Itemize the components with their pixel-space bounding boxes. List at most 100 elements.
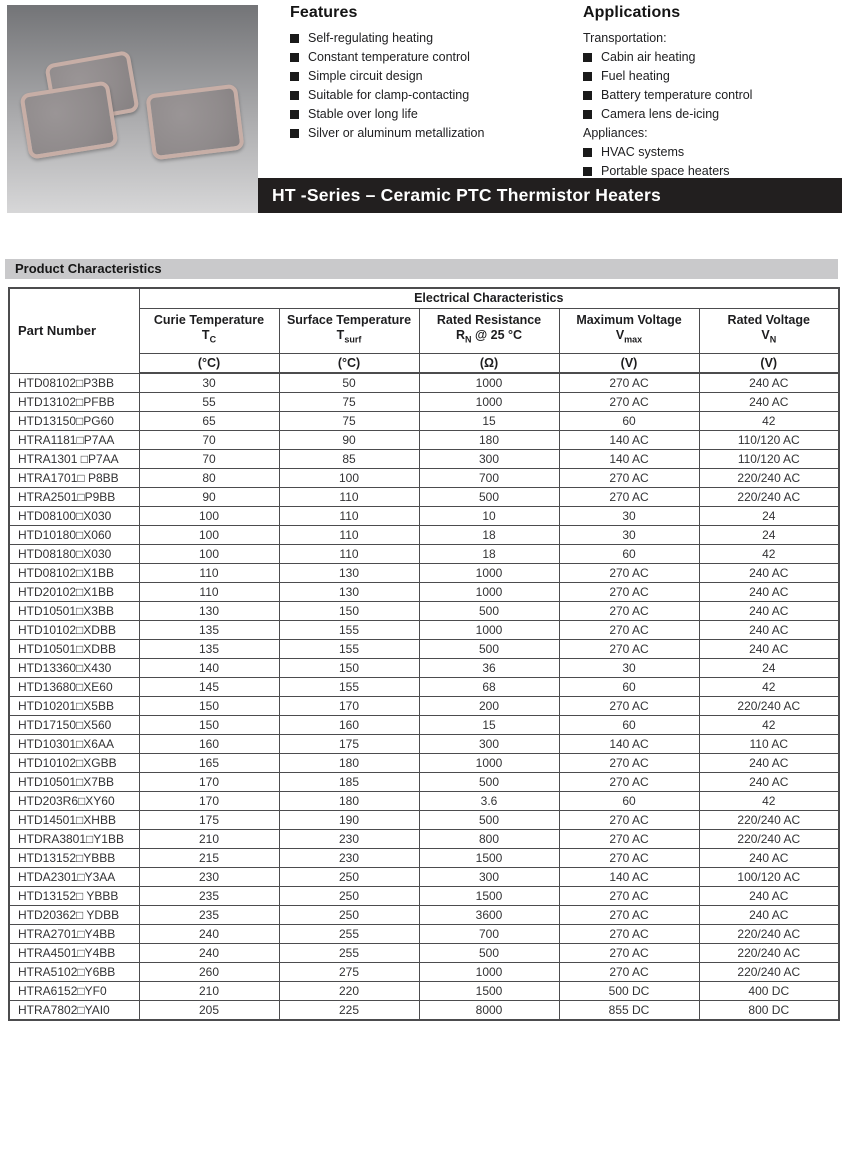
value-cell: 1000 — [418, 753, 560, 773]
part-number-cell: HTD10301□X6AA — [8, 734, 140, 754]
value-cell: 180 — [278, 753, 420, 773]
table-row: HTD13152□ YBBB 235 250 1500 270 AC 240 AC — [8, 886, 840, 906]
value-cell: 270 AC — [558, 487, 700, 507]
list-item-label: Battery temperature control — [601, 88, 753, 102]
value-cell: 270 AC — [558, 620, 700, 640]
list-item: HVAC systems — [583, 143, 839, 162]
value-cell: 1500 — [418, 886, 560, 906]
table-row: HTRA4501□Y4BB 240 255 500 270 AC 220/240 AC — [8, 943, 840, 963]
bullet-square-icon — [290, 110, 299, 119]
value-cell: 110 — [278, 525, 420, 545]
value-cell: 215 — [138, 848, 280, 868]
value-cell: 270 AC — [558, 829, 700, 849]
part-number-cell: HTD10102□XGBB — [8, 753, 140, 773]
bullet-square-icon — [583, 110, 592, 119]
list-item-label: Simple circuit design — [308, 69, 423, 83]
column-title: Maximum Voltage — [576, 313, 682, 328]
bullet-square-icon — [583, 53, 592, 62]
value-cell: 65 — [138, 411, 280, 431]
value-cell: 500 — [418, 639, 560, 659]
value-cell: 500 — [418, 601, 560, 621]
value-cell: 1000 — [418, 372, 560, 393]
value-cell: 190 — [278, 810, 420, 830]
table-row: HTD17150□X560 150 160 15 60 42 — [8, 715, 840, 735]
value-cell: 300 — [418, 449, 560, 469]
part-number-cell: HTRA2501□P9BB — [8, 487, 140, 507]
value-cell: 235 — [138, 905, 280, 925]
value-cell: 1000 — [418, 962, 560, 982]
value-cell: 18 — [418, 525, 560, 545]
value-cell: 110/120 AC — [698, 430, 840, 450]
part-number-cell: HTD20362□ YDBB — [8, 905, 140, 925]
value-cell: 70 — [138, 430, 280, 450]
unit-cell: (°C) — [278, 352, 420, 374]
table-row: HTD08180□X030 100 110 18 60 42 — [8, 544, 840, 564]
value-cell: 15 — [418, 411, 560, 431]
bullet-square-icon — [583, 167, 592, 176]
value-cell: 110/120 AC — [698, 449, 840, 469]
value-cell: 200 — [418, 696, 560, 716]
value-cell: 240 AC — [698, 372, 840, 393]
part-number-cell: HTD10501□XDBB — [8, 639, 140, 659]
value-cell: 155 — [278, 677, 420, 697]
value-cell: 42 — [698, 791, 840, 811]
unit-cell: (Ω) — [418, 352, 560, 374]
list-item: Self-regulating heating — [290, 29, 580, 48]
value-cell: 100 — [138, 525, 280, 545]
table-row: HTD10102□XDBB 135 155 1000 270 AC 240 AC — [8, 620, 840, 640]
value-cell: 240 AC — [698, 753, 840, 773]
part-number-cell: HTD17150□X560 — [8, 715, 140, 735]
column-title: Rated Voltage — [727, 313, 810, 328]
value-cell: 10 — [418, 506, 560, 526]
value-cell: 240 AC — [698, 582, 840, 602]
value-cell: 700 — [418, 924, 560, 944]
value-cell: 270 AC — [558, 468, 700, 488]
value-cell: 130 — [138, 601, 280, 621]
unit-cell: (V) — [558, 352, 700, 374]
section-header: Product Characteristics — [5, 259, 838, 279]
value-cell: 185 — [278, 772, 420, 792]
application-group-label: Appliances: — [583, 126, 648, 140]
value-cell: 155 — [278, 639, 420, 659]
part-number-cell: HTD13150□PG60 — [8, 411, 140, 431]
list-item: Simple circuit design — [290, 67, 580, 86]
value-cell: 240 AC — [698, 601, 840, 621]
value-cell: 1500 — [418, 848, 560, 868]
value-cell: 130 — [278, 582, 420, 602]
value-cell: 60 — [558, 544, 700, 564]
list-item-label: HVAC systems — [601, 145, 685, 159]
list-item-label: Silver or aluminum metallization — [308, 126, 485, 140]
value-cell: 150 — [138, 696, 280, 716]
value-cell: 270 AC — [558, 848, 700, 868]
applications-content: Transportation: Cabin air heating Fuel hea… — [583, 29, 839, 181]
table-row: HTD08102□P3BB 30 50 1000 270 AC 240 AC — [8, 372, 840, 393]
electrical-characteristics-header: Electrical Characteristics — [138, 287, 840, 309]
section-title: Product Characteristics — [15, 261, 162, 276]
value-cell: 270 AC — [558, 962, 700, 982]
value-cell: 220/240 AC — [698, 924, 840, 944]
bullet-square-icon — [583, 148, 592, 157]
value-cell: 270 AC — [558, 886, 700, 906]
features-title: Features — [290, 4, 358, 21]
value-cell: 30 — [558, 658, 700, 678]
part-number-cell: HTDRA3801□Y1BB — [8, 829, 140, 849]
value-cell: 80 — [138, 468, 280, 488]
value-cell: 3.6 — [418, 791, 560, 811]
column-symbol: TC — [201, 328, 217, 345]
part-number-cell: HTD13680□XE60 — [8, 677, 140, 697]
table-row: HTD10201□X5BB 150 170 200 270 AC 220/240 AC — [8, 696, 840, 716]
value-cell: 270 AC — [558, 943, 700, 963]
column-header: Curie Temperature TC — [138, 307, 280, 354]
value-cell: 150 — [278, 658, 420, 678]
list-item-label: Camera lens de-icing — [601, 107, 720, 121]
value-cell: 140 AC — [558, 430, 700, 450]
list-item: Cabin air heating — [583, 48, 839, 67]
table-row: HTRA6152□YF0 210 220 1500 500 DC 400 DC — [8, 981, 840, 1001]
bullet-square-icon — [290, 34, 299, 43]
value-cell: 230 — [138, 867, 280, 887]
value-cell: 160 — [278, 715, 420, 735]
value-cell: 18 — [418, 544, 560, 564]
value-cell: 275 — [278, 962, 420, 982]
value-cell: 270 AC — [558, 905, 700, 925]
value-cell: 220/240 AC — [698, 962, 840, 982]
